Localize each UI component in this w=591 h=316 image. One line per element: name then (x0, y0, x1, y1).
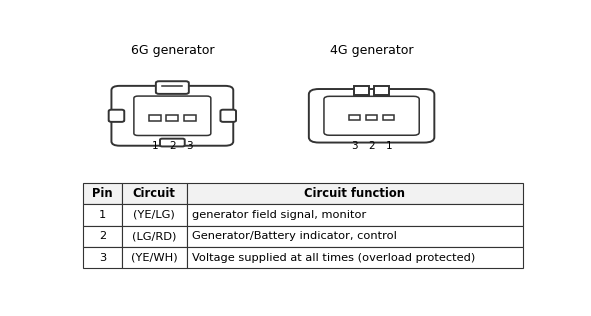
Text: 2: 2 (169, 141, 176, 151)
Bar (184, 115, 196, 121)
Text: Voltage supplied at all times (overload protected): Voltage supplied at all times (overload … (192, 252, 476, 263)
Bar (187, 204, 522, 226)
Bar (374, 86, 389, 95)
Text: 1: 1 (152, 141, 158, 151)
Bar (366, 115, 377, 120)
Bar (122, 226, 187, 247)
Text: 4G generator: 4G generator (330, 44, 413, 57)
Bar (122, 183, 187, 204)
Text: Circuit: Circuit (133, 187, 176, 200)
Bar (83, 226, 122, 247)
Text: 2: 2 (99, 231, 106, 241)
Text: (YE/LG): (YE/LG) (134, 210, 175, 220)
Bar (83, 247, 122, 268)
FancyBboxPatch shape (324, 96, 419, 135)
Bar (349, 115, 360, 120)
Text: 3: 3 (99, 252, 106, 263)
Text: (YE/WH): (YE/WH) (131, 252, 177, 263)
Bar (149, 115, 161, 121)
Text: 3: 3 (351, 141, 358, 151)
Bar (187, 226, 522, 247)
Text: 3: 3 (186, 141, 193, 151)
Bar (354, 86, 369, 95)
Bar (83, 183, 122, 204)
Text: 1: 1 (99, 210, 106, 220)
Bar (187, 183, 522, 204)
Bar (122, 204, 187, 226)
FancyBboxPatch shape (220, 110, 236, 122)
FancyBboxPatch shape (156, 81, 189, 94)
FancyBboxPatch shape (309, 89, 434, 143)
Text: 6G generator: 6G generator (131, 44, 214, 57)
Text: Pin: Pin (92, 187, 113, 200)
Bar (122, 247, 187, 268)
Text: generator field signal, monitor: generator field signal, monitor (192, 210, 366, 220)
FancyBboxPatch shape (160, 139, 185, 146)
Text: (LG/RD): (LG/RD) (132, 231, 177, 241)
FancyBboxPatch shape (112, 86, 233, 146)
FancyBboxPatch shape (134, 96, 211, 136)
Text: 1: 1 (386, 141, 392, 151)
Bar (83, 204, 122, 226)
Text: Generator/Battery indicator, control: Generator/Battery indicator, control (192, 231, 397, 241)
Bar (167, 115, 178, 121)
Bar (384, 115, 394, 120)
FancyBboxPatch shape (109, 110, 124, 122)
Text: 2: 2 (368, 141, 375, 151)
Bar (187, 247, 522, 268)
Text: Circuit function: Circuit function (304, 187, 405, 200)
